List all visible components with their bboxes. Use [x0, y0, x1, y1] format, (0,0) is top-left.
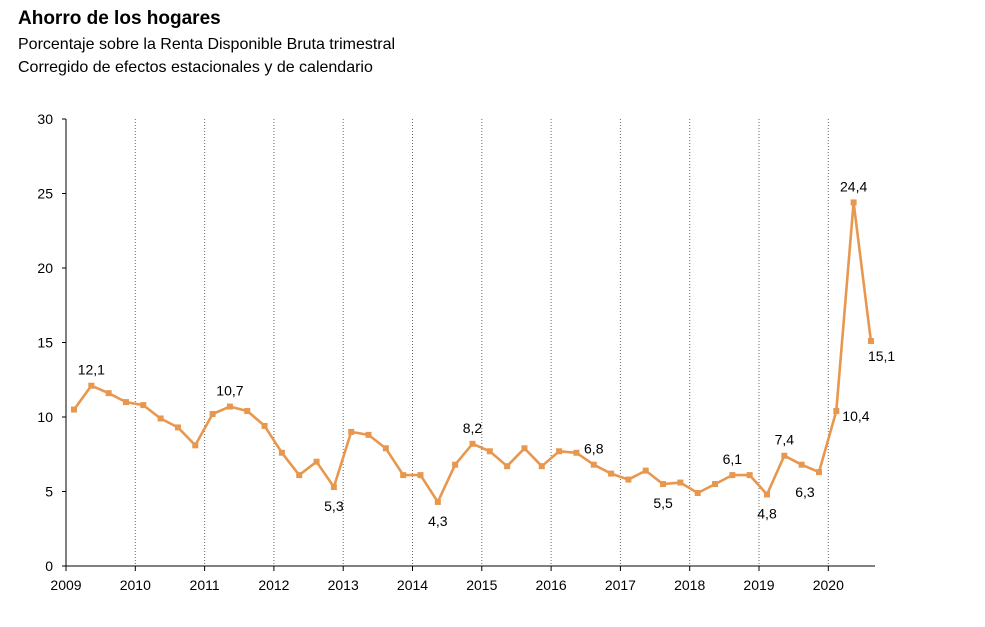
x-tick-label: 2011	[190, 577, 220, 593]
data-point	[781, 452, 788, 459]
series-line	[72, 201, 873, 504]
data-point	[400, 472, 407, 479]
data-point	[88, 382, 95, 389]
data-label: 5,5	[653, 495, 673, 511]
data-point	[244, 408, 251, 415]
series-ahorro	[71, 199, 874, 505]
data-point	[174, 424, 181, 431]
y-tick-label: 20	[37, 260, 53, 276]
data-point	[330, 484, 337, 491]
data-label: 5,3	[324, 498, 344, 514]
data-point	[694, 489, 701, 496]
x-tick-label: 2014	[397, 577, 428, 593]
data-label: 4,8	[757, 505, 777, 521]
data-label: 8,2	[463, 420, 483, 436]
data-label: 15,1	[868, 348, 895, 364]
data-point	[815, 469, 822, 476]
x-tick-label: 2013	[328, 577, 359, 593]
data-point	[573, 449, 580, 456]
y-tick-label: 25	[37, 186, 53, 202]
data-point	[261, 422, 268, 429]
data-point	[313, 458, 320, 465]
data-label: 7,4	[775, 432, 795, 448]
data-label: 6,1	[723, 451, 743, 467]
data-label: 6,8	[584, 441, 604, 457]
chart-subtitle-2: Corregido de efectos estacionales y de c…	[18, 59, 373, 76]
data-point	[625, 476, 632, 483]
y-tick-label: 5	[45, 484, 53, 500]
y-tick-label: 10	[37, 409, 53, 425]
data-point	[677, 479, 684, 486]
chart-title: Ahorro de los hogares	[18, 8, 221, 29]
y-tick-label: 30	[37, 111, 53, 127]
x-tick-label: 2019	[743, 577, 774, 593]
data-point	[729, 472, 736, 479]
data-label: 12,1	[78, 362, 105, 378]
data-point	[226, 403, 233, 410]
data-point	[452, 461, 459, 468]
chart-subtitle: Porcentaje sobre la Renta Disponible Bru…	[18, 36, 396, 53]
data-point	[642, 467, 649, 474]
data-point	[469, 440, 476, 447]
data-point	[867, 338, 874, 345]
x-tick-label: 2015	[466, 577, 497, 593]
data-point	[157, 415, 164, 422]
data-point	[105, 390, 112, 397]
data-point	[712, 481, 719, 488]
x-tick-label: 2017	[605, 577, 636, 593]
data-label: 24,4	[840, 178, 867, 194]
data-point	[348, 428, 355, 435]
data-label: 10,4	[842, 408, 869, 424]
axes	[62, 118, 875, 571]
data-point	[504, 463, 511, 470]
data-point	[140, 402, 147, 409]
y-tick-labels: 0 5 10 15 20 25 30	[37, 111, 53, 574]
data-point	[122, 399, 129, 406]
x-tick-labels: 2009 2010 2011 2012 2013 2014 2015 2016 2017 2018…	[50, 577, 844, 593]
x-tick-label: 2018	[674, 577, 705, 593]
data-point	[608, 470, 615, 477]
data-point	[365, 431, 372, 438]
data-point	[278, 449, 285, 456]
x-tick-label: 2016	[536, 577, 567, 593]
data-point	[556, 448, 563, 455]
data-point	[71, 406, 77, 413]
data-label: 10,7	[216, 383, 243, 399]
data-labels: 12,1 10,7 5,3 4,3 8,2 6,8 5,5 6,1 4,8 7,4 6,3 10,4 2…	[78, 178, 896, 528]
x-tick-label: 2010	[120, 577, 151, 593]
data-point	[833, 408, 840, 415]
year-gridlines	[134, 119, 829, 566]
data-point	[850, 199, 857, 206]
data-point	[382, 445, 389, 452]
y-tick-label: 15	[37, 335, 53, 351]
x-tick-label: 2009	[50, 577, 81, 593]
data-point	[417, 472, 424, 479]
data-point	[296, 472, 303, 479]
x-tick-label: 2020	[813, 577, 844, 593]
data-point	[192, 442, 199, 449]
data-label: 6,3	[795, 484, 815, 500]
data-point	[660, 481, 667, 488]
data-point	[798, 461, 805, 468]
data-point	[538, 463, 545, 470]
data-point	[590, 461, 597, 468]
data-point	[746, 472, 753, 479]
data-point	[521, 445, 528, 452]
data-point	[486, 448, 493, 455]
data-label: 4,3	[428, 513, 448, 529]
x-tick-label: 2012	[258, 577, 289, 593]
data-point	[209, 411, 216, 418]
data-point	[434, 498, 441, 505]
data-point	[764, 491, 770, 498]
y-tick-label: 0	[45, 558, 53, 574]
